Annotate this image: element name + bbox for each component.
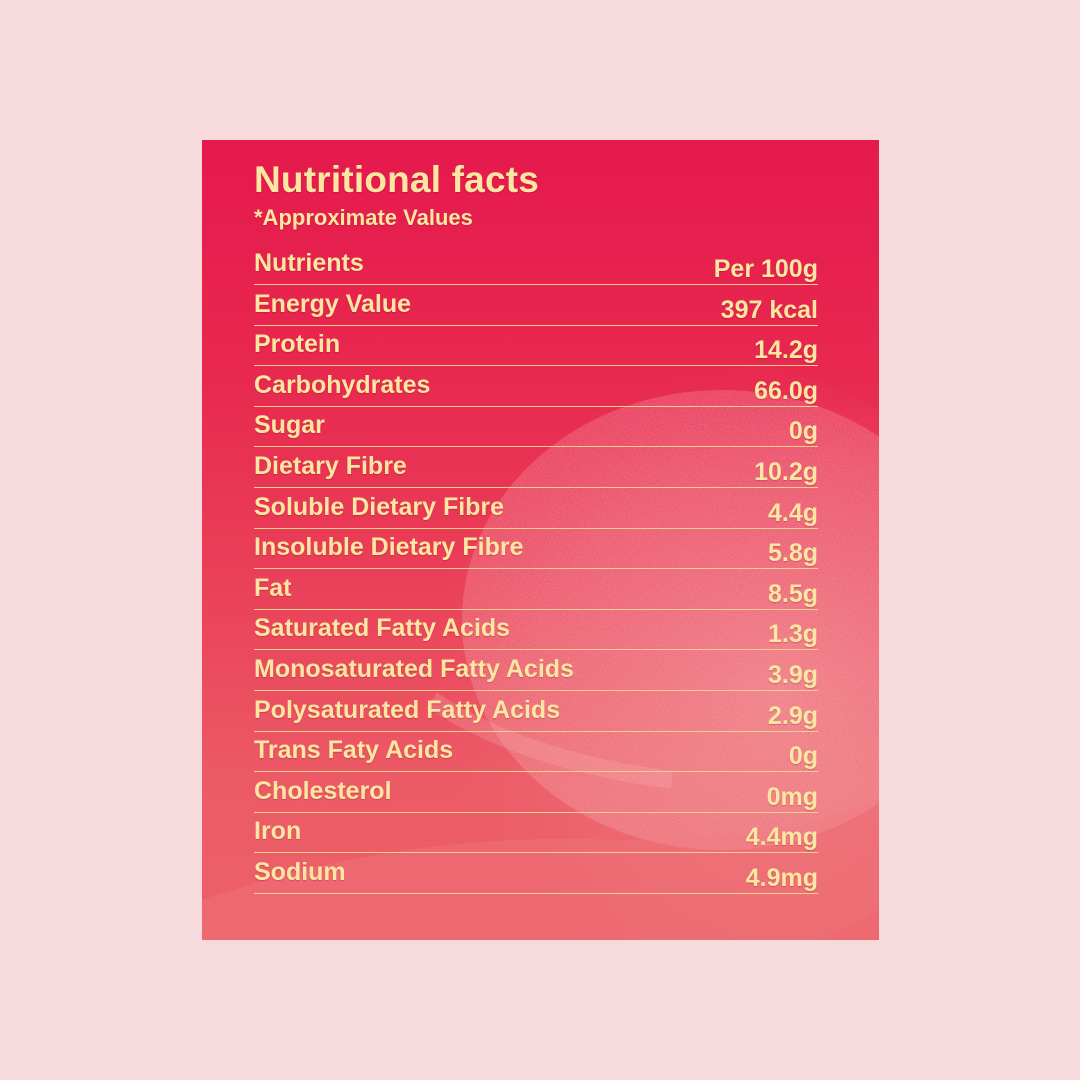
table-header-row: Nutrients Per 100g	[254, 246, 818, 286]
panel-subtitle: *Approximate Values	[254, 204, 473, 230]
table-row: Sodium 4.9mg	[254, 855, 818, 894]
table-row: Sugar 0g	[254, 408, 818, 448]
table-row: Insoluble Dietary Fibre 5.8g	[254, 530, 818, 570]
table-row: Carbohydrates 66.0g	[254, 368, 818, 407]
nutrient-name: Fat	[254, 573, 292, 602]
header-nutrients: Nutrients	[254, 249, 364, 278]
nutrient-value: 14.2g	[754, 336, 818, 365]
nutrition-panel: Nutritional facts *Approximate Values Nu…	[202, 140, 879, 940]
table-row: Soluble Dietary Fibre 4.4g	[254, 490, 818, 529]
nutrient-value: 66.0g	[754, 376, 818, 405]
nutrient-value: 3.9g	[767, 661, 818, 690]
nutrient-value: 10.2g	[754, 458, 818, 487]
nutrient-name: Sugar	[254, 411, 325, 440]
nutrient-name: Energy Value	[254, 289, 412, 318]
table-row: Polysaturated Fatty Acids 2.9g	[254, 693, 818, 732]
nutrient-name: Saturated Fatty Acids	[254, 614, 511, 643]
nutrient-value: 0g	[788, 417, 818, 446]
nutrient-name: Insoluble Dietary Fibre	[254, 533, 524, 562]
nutrient-name: Sodium	[254, 857, 346, 886]
nutrient-name: Carbohydrates	[254, 370, 431, 399]
nutrient-name: Dietary Fibre	[254, 452, 407, 481]
table-row: Trans Faty Acids 0g	[254, 733, 818, 773]
nutrition-content: Nutritional facts *Approximate Values Nu…	[254, 159, 818, 896]
nutrient-value: 4.4mg	[745, 823, 818, 852]
nutrient-value: 0g	[788, 742, 818, 771]
table-row: Fat 8.5g	[254, 571, 818, 610]
nutrient-value: 397 kcal	[720, 295, 818, 324]
nutrient-name: Trans Faty Acids	[254, 736, 454, 765]
nutrient-name: Protein	[254, 330, 341, 359]
table-row: Monosaturated Fatty Acids 3.9g	[254, 652, 818, 692]
header-per-100g: Per 100g	[713, 255, 818, 284]
table-row: Iron 4.4mg	[254, 814, 818, 854]
nutrition-table: Nutrients Per 100g Energy Value 397 kcal…	[254, 246, 818, 894]
table-row: Protein 14.2g	[254, 327, 818, 367]
nutrient-value: 1.3g	[767, 620, 818, 649]
nutrient-value: 0mg	[766, 782, 818, 811]
nutrient-value: 2.9g	[767, 701, 818, 730]
table-row: Energy Value 397 kcal	[254, 287, 818, 326]
nutrient-name: Polysaturated Fatty Acids	[254, 695, 561, 724]
table-row: Dietary Fibre 10.2g	[254, 449, 818, 489]
nutrient-name: Monosaturated Fatty Acids	[254, 655, 574, 684]
nutrient-value: 5.8g	[767, 539, 818, 568]
table-row: Cholesterol 0mg	[254, 774, 818, 813]
nutrient-value: 8.5g	[767, 579, 818, 608]
nutrient-value: 4.9mg	[745, 863, 818, 892]
nutrient-name: Cholesterol	[254, 776, 392, 805]
nutrient-name: Soluble Dietary Fibre	[254, 492, 505, 521]
panel-title: Nutritional facts	[254, 159, 540, 200]
table-row: Saturated Fatty Acids 1.3g	[254, 611, 818, 651]
nutrient-value: 4.4g	[767, 498, 818, 527]
nutrient-name: Iron	[254, 817, 302, 846]
